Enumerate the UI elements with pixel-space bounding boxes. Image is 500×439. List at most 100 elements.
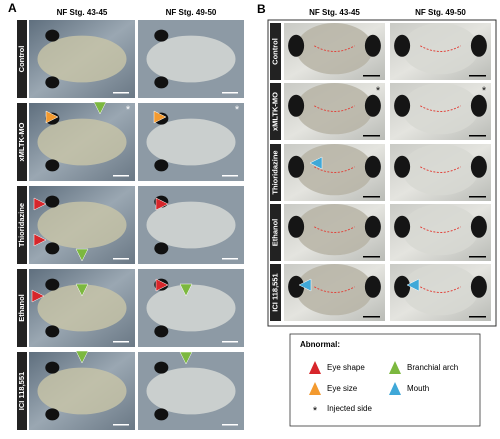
row-label-strip <box>17 352 27 430</box>
eye <box>394 155 411 178</box>
arrowhead <box>45 110 59 124</box>
scale-bar <box>113 341 129 343</box>
scale-bar <box>222 424 238 426</box>
row-label: ICI 118,551 <box>17 372 26 410</box>
arrowhead <box>75 283 89 297</box>
scale-bar <box>113 92 129 94</box>
column-header: NF Stg. 49-50 <box>166 8 217 17</box>
arch-outline <box>420 286 461 293</box>
legend-swatch <box>389 382 401 395</box>
eye <box>394 34 411 57</box>
eye <box>364 155 381 178</box>
row-label-strip <box>270 264 281 321</box>
eye <box>154 242 169 255</box>
eye <box>470 155 487 178</box>
row-label: Thioridazine <box>270 150 279 194</box>
row-label-strip <box>270 204 281 261</box>
legend-title: Abnormal: <box>300 340 340 349</box>
row-label: Ethanol <box>270 219 279 247</box>
eye <box>154 29 169 42</box>
scale-bar <box>363 316 380 318</box>
head <box>296 83 373 135</box>
arch-outline <box>420 105 461 112</box>
row-label-strip <box>270 144 281 201</box>
arrowhead <box>179 283 193 297</box>
scale-bar <box>363 75 380 77</box>
eye <box>470 34 487 57</box>
asterisk: * <box>235 104 240 116</box>
scale-bar <box>222 258 238 260</box>
scale-bar <box>222 92 238 94</box>
tadpole-body <box>37 35 127 83</box>
eye <box>394 275 411 298</box>
arrowhead <box>309 156 323 170</box>
eye <box>288 215 305 238</box>
eye <box>45 29 60 42</box>
arrowhead <box>33 197 47 211</box>
arrowhead <box>406 278 420 292</box>
arch-outline <box>314 226 355 233</box>
legend-swatch <box>309 361 321 374</box>
row-label-strip <box>17 103 27 181</box>
head <box>296 23 373 75</box>
eye <box>45 325 60 338</box>
arrowhead <box>298 278 312 292</box>
arrowhead <box>179 351 193 365</box>
tadpole-body <box>37 284 127 332</box>
row-label-strip <box>17 269 27 347</box>
arrowhead <box>155 278 169 292</box>
asterisk: * <box>376 85 381 97</box>
scale-bar <box>222 341 238 343</box>
eye <box>394 94 411 117</box>
eye <box>470 94 487 117</box>
asterisk: * <box>482 85 487 97</box>
legend-label: Branchial arch <box>407 363 458 372</box>
row-label: ICI 118,551 <box>270 273 279 311</box>
eye <box>288 155 305 178</box>
scale-bar <box>469 135 486 137</box>
tadpole-body <box>146 201 236 249</box>
head <box>402 23 479 75</box>
arrowhead <box>31 289 45 303</box>
eye <box>45 242 60 255</box>
legend-label: Mouth <box>407 384 429 393</box>
scale-bar <box>469 75 486 77</box>
eye <box>154 159 169 172</box>
eye <box>45 278 60 291</box>
eye <box>154 325 169 338</box>
tadpole-body <box>37 367 127 415</box>
legend-asterisk: * <box>313 405 318 417</box>
head <box>402 83 479 135</box>
row-label-strip <box>270 23 281 80</box>
tadpole-body <box>37 118 127 166</box>
arch-outline <box>314 286 355 293</box>
column-header: NF Stg. 49-50 <box>415 8 466 17</box>
scale-bar <box>469 256 486 258</box>
eye <box>288 34 305 57</box>
eye <box>288 94 305 117</box>
row-label-strip <box>17 186 27 264</box>
arch-outline <box>420 45 461 52</box>
eye <box>154 361 169 374</box>
eye <box>364 94 381 117</box>
scale-bar <box>469 316 486 318</box>
row-label: Control <box>17 46 26 73</box>
panel-label: B <box>257 2 266 16</box>
panel-b-border <box>267 19 497 327</box>
legend-swatch <box>309 382 321 395</box>
arch-outline <box>314 105 355 112</box>
arch-outline <box>420 166 461 173</box>
scale-bar <box>113 424 129 426</box>
arrowhead <box>155 197 169 211</box>
legend-box <box>289 333 481 427</box>
head <box>402 204 479 256</box>
arch-outline <box>314 166 355 173</box>
scale-bar <box>222 175 238 177</box>
row-label-strip <box>17 20 27 98</box>
eye <box>288 275 305 298</box>
scale-bar <box>363 135 380 137</box>
head <box>296 264 373 316</box>
eye <box>45 195 60 208</box>
column-header: NF Stg. 43-45 <box>57 8 108 17</box>
